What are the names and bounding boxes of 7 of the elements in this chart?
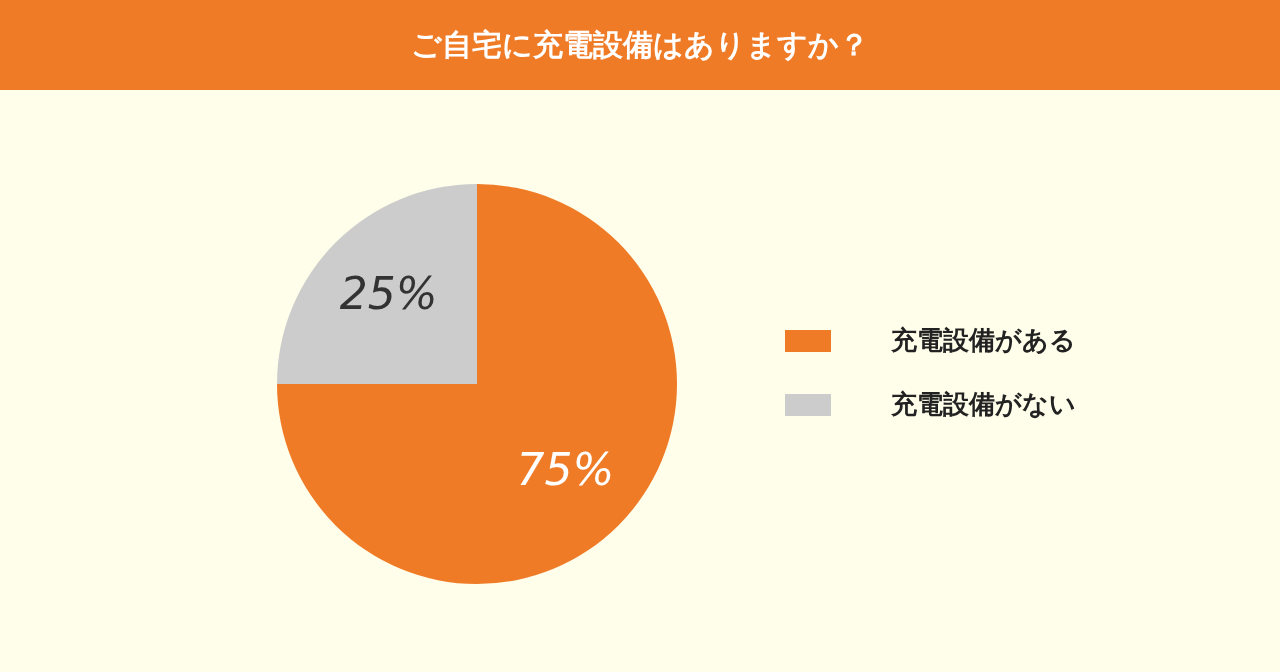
data-label: 25% bbox=[339, 267, 438, 319]
data-label: 75% bbox=[516, 444, 615, 496]
pie-slice bbox=[277, 184, 477, 384]
legend-label: 充電設備がない bbox=[890, 389, 1076, 419]
legend-label: 充電設備がある bbox=[890, 325, 1076, 355]
chart-title: ご自宅に充電設備はありますか？ bbox=[411, 27, 869, 62]
pie-slice bbox=[277, 184, 677, 584]
